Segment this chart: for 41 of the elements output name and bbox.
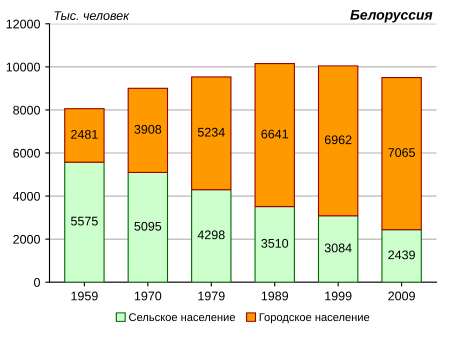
data-label: 4298	[198, 230, 225, 240]
data-label: 3908	[134, 124, 162, 134]
y-axis-title: Тыс. человек	[54, 11, 130, 20]
y-tick-label: 2000	[13, 234, 40, 244]
legend-label: Сельское население	[129, 313, 235, 322]
bar	[191, 76, 232, 190]
bar	[191, 189, 232, 282]
data-label: 2481	[71, 130, 98, 139]
legend-label: Городское население	[260, 313, 370, 324]
data-label: 7065	[388, 148, 415, 157]
y-tick-label: 12000	[6, 20, 40, 28]
data-label: 6962	[324, 135, 352, 144]
data-label: 6641	[261, 130, 288, 138]
y-tick-label: 8000	[13, 106, 40, 115]
x-tick-label: 1979	[198, 292, 225, 300]
bar	[381, 229, 422, 282]
x-tick-label: 1959	[71, 292, 98, 300]
data-label: 5234	[198, 128, 225, 137]
y-tick-label: 10000	[6, 62, 40, 72]
bar	[318, 215, 358, 282]
chart-title: Белоруссия	[350, 10, 432, 23]
data-label: 2439	[388, 250, 415, 260]
x-tick-label: 1999	[325, 292, 352, 300]
bar	[254, 206, 295, 282]
y-tick-label: 4000	[12, 192, 40, 201]
bar	[64, 162, 105, 282]
data-label: 5575	[70, 216, 98, 226]
bar	[318, 65, 358, 216]
data-label: 3510	[261, 238, 288, 248]
bar	[381, 76, 422, 230]
x-tick-label: 1970	[134, 292, 162, 300]
bar	[128, 88, 168, 174]
y-tick-label: 0	[34, 278, 40, 287]
bar	[64, 108, 105, 163]
data-label: 3084	[324, 244, 352, 252]
y-tick-label: 6000	[13, 148, 40, 158]
x-tick-label: 2009	[388, 292, 415, 300]
bar	[128, 172, 168, 282]
bar	[254, 63, 295, 208]
data-label: 5095	[134, 222, 162, 231]
x-tick-label: 1989	[262, 292, 288, 300]
